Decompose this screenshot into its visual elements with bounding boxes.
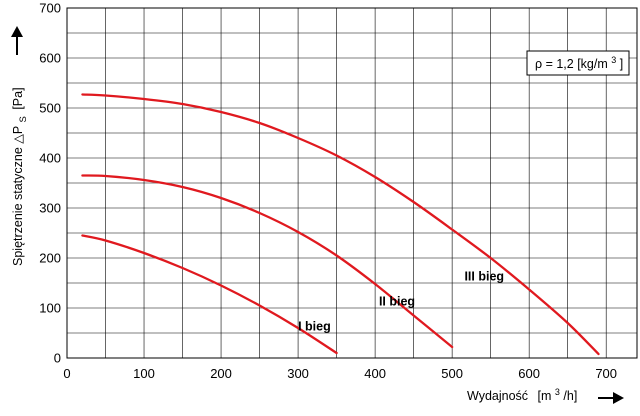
density-note-box (526, 50, 630, 76)
y-tick-label: 300 (39, 201, 61, 216)
x-tick-label: 700 (595, 366, 617, 381)
y-tick-label: 500 (39, 101, 61, 116)
y-axis-title-sub: S (18, 116, 29, 122)
y-tick-label: 400 (39, 151, 61, 166)
curves (81, 93, 600, 356)
density-note: ρ = 1,2 [kg/m 3 ] (526, 50, 630, 76)
y-tick-label: 200 (39, 251, 61, 266)
y-axis-title-unit: [Pa] (11, 87, 25, 109)
y-axis-title: Spiętrzenie statyczne △P S [Pa] (11, 87, 29, 266)
x-tick-label: 200 (210, 366, 232, 381)
x-tick-label: 600 (518, 366, 540, 381)
y-tick-label: 0 (54, 351, 61, 366)
grid (66, 7, 638, 359)
density-note-main: ρ = 1,2 [kg/m (535, 57, 608, 71)
x-axis-title-unit-pre: [m (538, 389, 552, 403)
x-tick-label: 0 (63, 366, 70, 381)
x-axis-title-unit-sup: 3 (555, 387, 560, 397)
x-tick-label: 100 (133, 366, 155, 381)
density-note-text: ρ = 1,2 [kg/m 3 ] (535, 52, 623, 71)
series-label: II bieg (379, 295, 415, 309)
x-axis-title-unit-post: /h] (563, 389, 577, 403)
x-axis-title-main: Wydajność (467, 389, 528, 403)
y-tick-label: 100 (39, 301, 61, 316)
y-tick-label: 700 (39, 1, 61, 16)
series-line (81, 93, 600, 356)
plot-frame (66, 7, 638, 359)
y-axis-title-main: Spiętrzenie statyczne △P (11, 126, 25, 266)
density-note-sup: 3 (611, 55, 616, 65)
x-axis-title: Wydajność [m 3 /h] (467, 384, 577, 403)
tick-labels: 0 100 200 300 400 500 600 700 0 100 200 300 400 500 60… (39, 1, 617, 382)
x-tick-label: 500 (441, 366, 463, 381)
series-label: III bieg (464, 270, 504, 284)
series-labels: I bieg II bieg III bieg (298, 270, 504, 334)
density-note-close: ] (620, 57, 623, 71)
x-tick-label: 300 (287, 366, 309, 381)
x-tick-label: 400 (364, 366, 386, 381)
series-label: I bieg (298, 320, 331, 334)
series-line (81, 234, 338, 355)
y-tick-label: 600 (39, 51, 61, 66)
series-line (81, 174, 454, 349)
y-axis-arrow (11, 26, 23, 55)
x-axis-arrow (598, 392, 624, 404)
